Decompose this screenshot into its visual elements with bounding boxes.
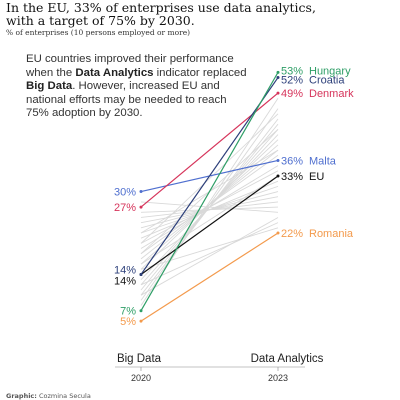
point-start-denmark bbox=[139, 205, 143, 209]
series-name-denmark: Denmark bbox=[309, 88, 354, 100]
label-end-croatia: 52% bbox=[281, 75, 303, 87]
point-end-eu bbox=[276, 174, 280, 178]
point-end-denmark bbox=[276, 91, 280, 95]
label-end-eu: 33% bbox=[281, 171, 303, 183]
credit: Graphic: Cozmina Secula bbox=[6, 392, 91, 400]
point-end-croatia bbox=[276, 76, 280, 80]
highlighted-lines bbox=[139, 70, 280, 323]
series-name-malta: Malta bbox=[309, 155, 337, 167]
tick-label-0: 2020 bbox=[131, 373, 151, 383]
point-end-malta bbox=[276, 158, 280, 162]
annotation-part-2: indicator replaced bbox=[153, 66, 247, 79]
column-title-1: Data Analytics bbox=[251, 353, 324, 365]
chart-subtitle: % of enterprises (10 persons employed or… bbox=[6, 28, 191, 37]
background-line-17 bbox=[140, 206, 279, 213]
label-end-hungary: 53% bbox=[281, 65, 303, 77]
series-name-eu: EU bbox=[309, 171, 324, 183]
series-name-croatia: Croatia bbox=[309, 75, 345, 87]
label-start-eu: 14% bbox=[114, 275, 136, 287]
background-line-19 bbox=[140, 217, 279, 296]
point-start-croatia bbox=[139, 272, 143, 276]
background-line-9 bbox=[140, 154, 279, 255]
series-name-romania: Romania bbox=[309, 228, 354, 240]
line-eu bbox=[140, 175, 279, 275]
annotation-bold-2: Big Data bbox=[26, 80, 73, 93]
background-line-20 bbox=[140, 222, 279, 286]
label-start-denmark: 27% bbox=[114, 202, 136, 214]
x-axis: 2020 Big Data 2023 Data Analytics bbox=[115, 353, 324, 383]
point-start-hungary bbox=[139, 309, 143, 313]
annotation-part-3: . However, increased EU and national eff… bbox=[26, 80, 227, 120]
background-line-18 bbox=[140, 201, 279, 213]
annotation-part-1: EU countries improved their performance … bbox=[26, 53, 234, 79]
annotation-bold-1: Data Analytics bbox=[75, 66, 154, 79]
value-labels: 5% 22% Romania 30% 36% Malta 27% 49% Denmark 14% 3… bbox=[114, 65, 354, 328]
label-start-hungary: 7% bbox=[120, 306, 136, 318]
annotation-text: EU countries improved their performance … bbox=[26, 53, 251, 121]
point-end-hungary bbox=[276, 70, 280, 74]
point-start-romania bbox=[139, 319, 143, 323]
line-romania bbox=[140, 232, 279, 322]
point-start-malta bbox=[139, 190, 143, 194]
label-end-romania: 22% bbox=[281, 228, 303, 240]
background-line-23 bbox=[140, 113, 279, 244]
label-end-denmark: 49% bbox=[281, 88, 303, 100]
background-line-21 bbox=[140, 227, 279, 270]
label-start-romania: 5% bbox=[120, 316, 136, 328]
background-line-25 bbox=[140, 175, 279, 265]
credit-author: Cozmina Secula bbox=[38, 392, 91, 400]
line-hungary bbox=[140, 72, 279, 312]
tick-label-1: 2023 bbox=[268, 373, 288, 383]
label-start-croatia: 14% bbox=[114, 264, 136, 276]
point-end-romania bbox=[276, 231, 280, 235]
label-start-malta: 30% bbox=[114, 187, 136, 199]
chart-title: In the EU, 33% of enterprises use data a… bbox=[6, 0, 316, 28]
line-croatia bbox=[140, 77, 279, 275]
column-title-0: Big Data bbox=[117, 353, 162, 365]
background-lines bbox=[140, 98, 279, 306]
series-name-hungary: Hungary bbox=[309, 65, 351, 77]
credit-label: Graphic: bbox=[6, 392, 37, 400]
label-end-malta: 36% bbox=[281, 155, 303, 167]
